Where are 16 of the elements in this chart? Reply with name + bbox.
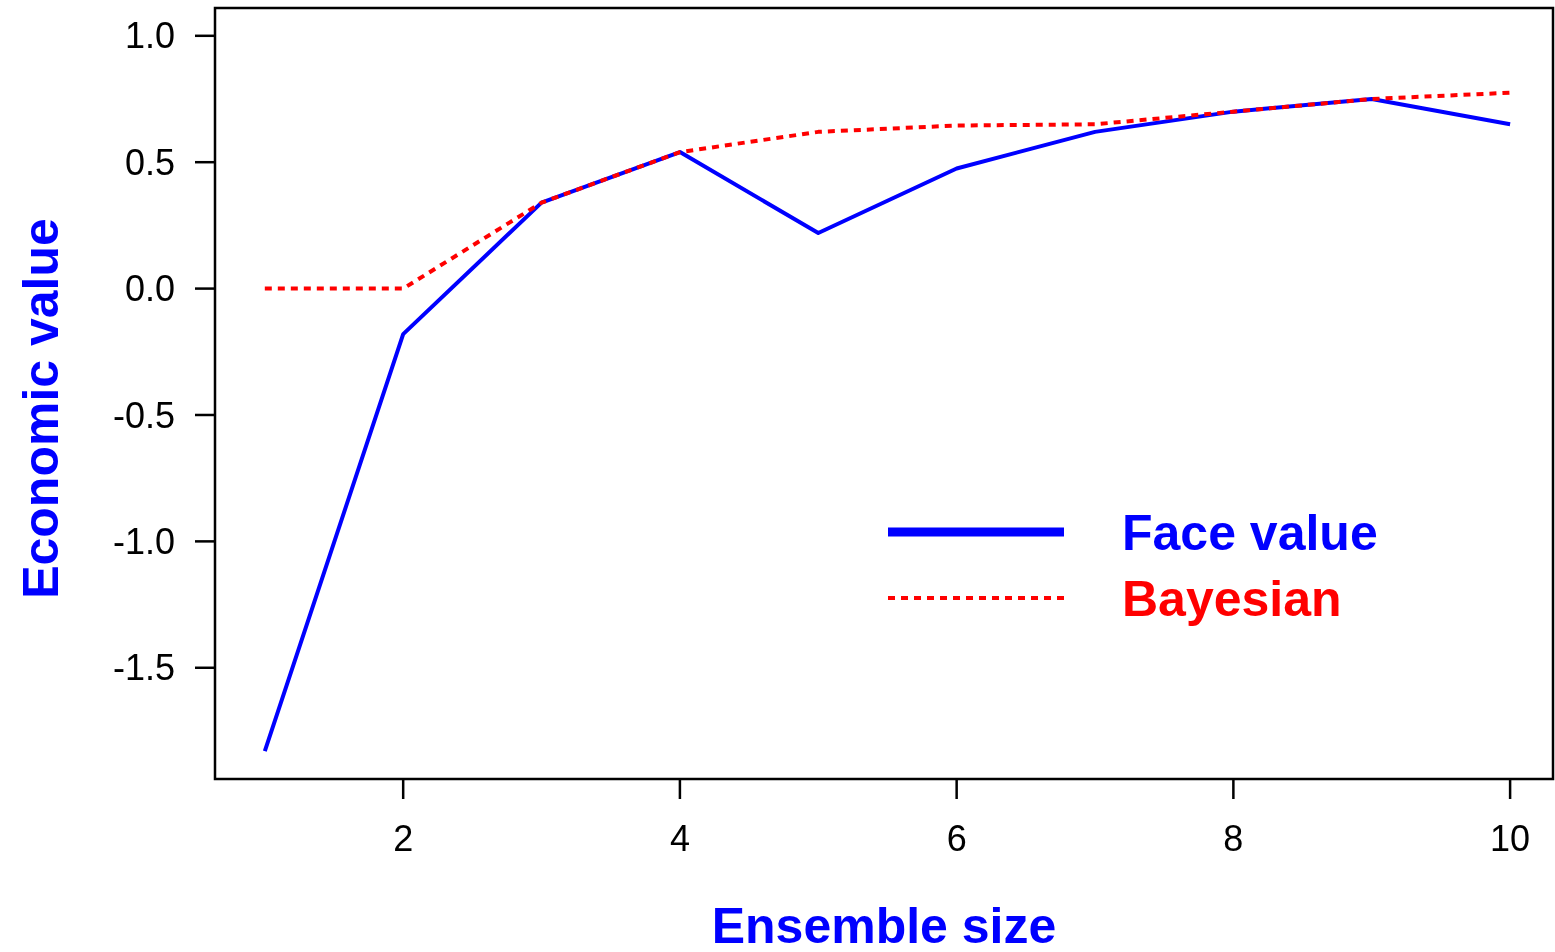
x-tick-label: 4: [669, 818, 690, 859]
y-tick-label: -1.5: [112, 647, 175, 689]
y-tick-label: 0.5: [124, 141, 175, 183]
y-tick-label: -0.5: [112, 394, 175, 436]
legend-label: Face value: [1122, 504, 1378, 561]
x-tick-label: 6: [946, 818, 967, 859]
legend-label: Bayesian: [1122, 570, 1342, 627]
line-series: [262, 90, 1513, 291]
y-tick-label: 0.0: [124, 268, 175, 310]
y-tick-label: -1.0: [112, 520, 175, 562]
x-tick-label: 10: [1490, 818, 1531, 859]
x-tick-label: 8: [1223, 818, 1244, 859]
x-axis-title: Ensemble size: [711, 898, 1057, 952]
x-tick-label: 2: [393, 818, 414, 859]
y-axis-title: Economic value: [13, 218, 69, 599]
y-tick-label: 1.0: [124, 15, 175, 57]
